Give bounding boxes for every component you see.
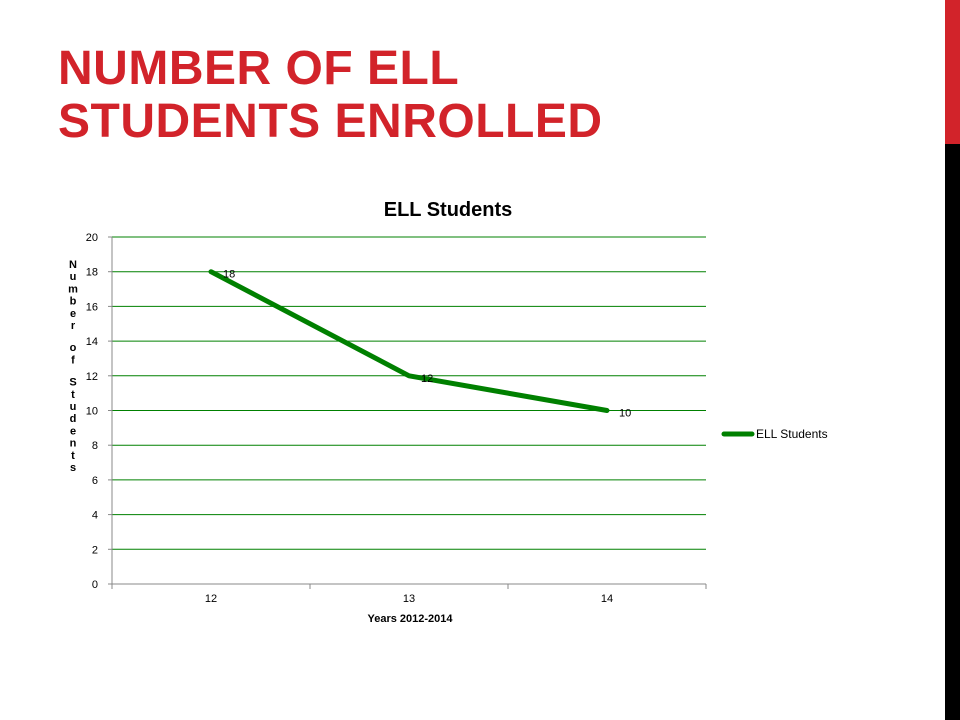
legend-label-0: ELL Students — [756, 427, 828, 441]
data-label-1: 12 — [421, 373, 433, 385]
slide-title-line-1: NUMBER OF ELL — [58, 42, 460, 95]
y-tick-label-10: 10 — [86, 406, 98, 418]
y-tick-label-4: 4 — [92, 510, 98, 522]
chart-title: ELL Students — [384, 199, 513, 221]
sidebar-accent-red — [945, 0, 960, 144]
y-axis-title-letter: u — [70, 401, 77, 413]
y-tick-label-14: 14 — [86, 336, 98, 348]
y-axis-title-letter: t — [71, 389, 75, 401]
data-label-2: 10 — [619, 408, 631, 420]
x-tick-label-14: 14 — [601, 593, 613, 605]
y-tick-label-2: 2 — [92, 544, 98, 556]
y-axis-title-letter: e — [70, 425, 76, 437]
grid-lines — [112, 236, 706, 550]
y-tick-label-0: 0 — [92, 579, 98, 591]
y-axis-title-letter: s — [70, 462, 76, 474]
y-tick-label-16: 16 — [86, 301, 98, 313]
slide-title-line-2: STUDENTS ENROLLED — [58, 95, 603, 148]
y-axis-title-letter: N — [69, 259, 77, 271]
y-tick-label-6: 6 — [92, 475, 98, 487]
data-label-0: 18 — [223, 269, 235, 281]
y-axis-title-letter: r — [71, 320, 76, 332]
y-axis-title-letter: S — [69, 377, 76, 389]
x-axis-title: Years 2012-2014 — [367, 613, 453, 625]
y-axis-title-letter: m — [68, 283, 78, 295]
y-axis-title-letter: f — [71, 354, 75, 366]
slide-title: NUMBER OF ELL STUDENTS ENROLLED — [58, 42, 603, 148]
sidebar-accent-black — [945, 144, 960, 720]
y-tick-label-20: 20 — [86, 232, 98, 244]
legend: ELL Students — [721, 427, 828, 441]
y-tick-label-12: 12 — [86, 371, 98, 383]
x-tick-labels: 12 13 14 — [205, 593, 613, 605]
y-axis-title-letter: u — [70, 271, 77, 283]
series-group — [208, 269, 610, 413]
y-tick-label-18: 18 — [86, 267, 98, 279]
y-axis-title-letter: d — [70, 413, 77, 425]
x-tick-label-13: 13 — [403, 593, 415, 605]
y-tick-labels: 0 2 4 6 8 10 12 14 16 18 20 — [86, 232, 98, 591]
y-axis-title-letter: e — [70, 308, 76, 320]
y-axis-title-letter: o — [70, 342, 77, 354]
line-chart: ELL Students 0 2 4 6 8 10 12 14 16 18 20 12 13 14 18… — [68, 199, 828, 625]
y-axis-title-letter: t — [71, 450, 75, 462]
axes — [108, 236, 707, 589]
y-axis-title-letter: b — [70, 296, 77, 308]
series-line-0 — [208, 269, 610, 413]
y-axis-title-letter: n — [70, 438, 77, 450]
x-tick-label-12: 12 — [205, 593, 217, 605]
data-labels: 18 12 10 — [223, 269, 631, 420]
y-tick-label-8: 8 — [92, 440, 98, 452]
